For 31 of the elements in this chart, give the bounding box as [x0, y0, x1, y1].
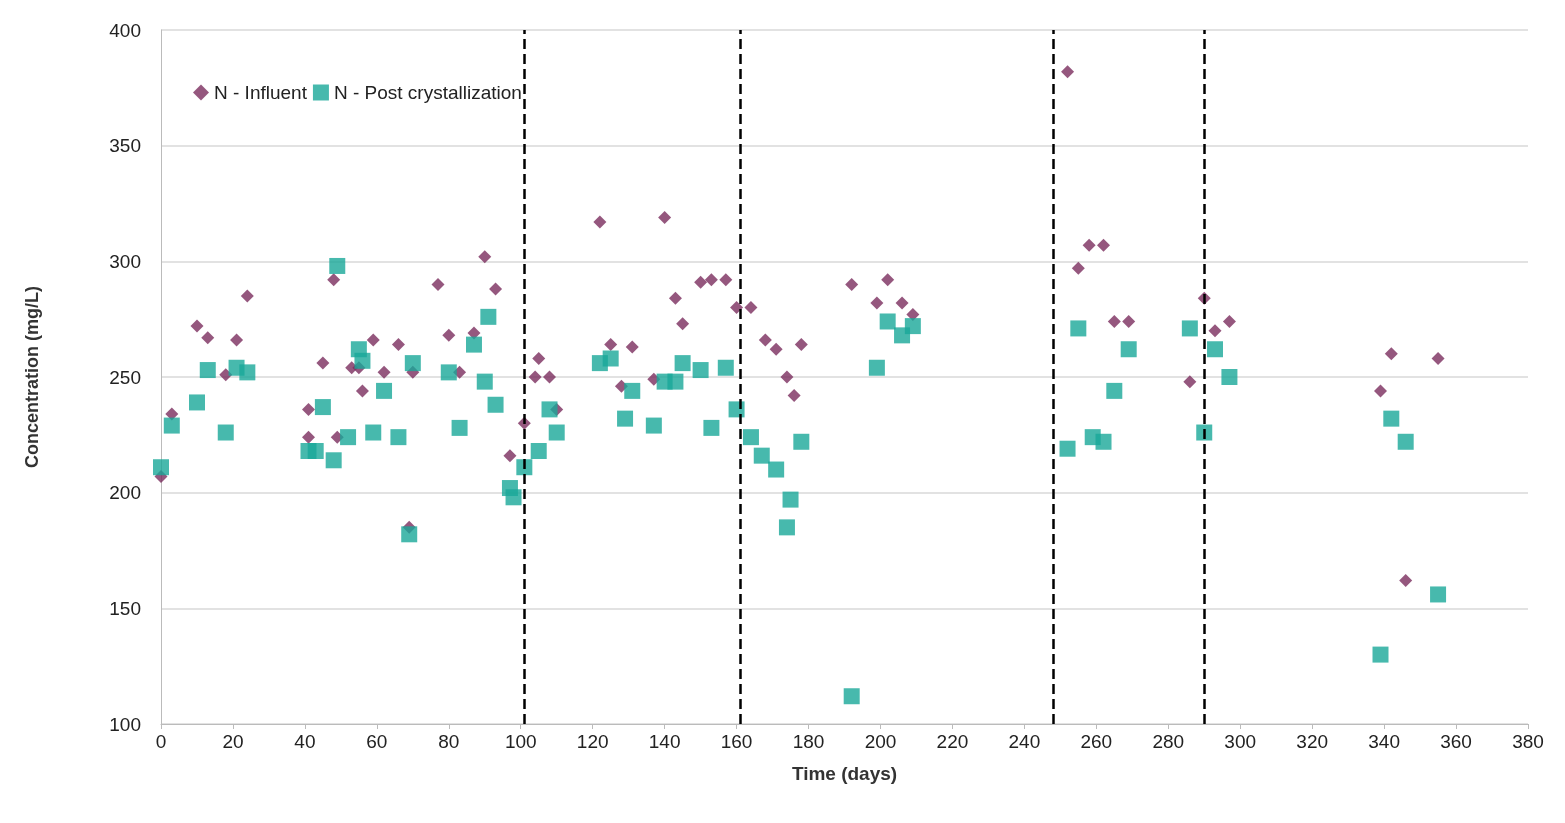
y-tick-label: 300 [109, 250, 141, 272]
x-tick-label: 260 [1080, 731, 1113, 752]
y-tick-label: 250 [109, 366, 141, 388]
x-tick-label: 20 [222, 731, 244, 752]
x-tick-label: 140 [648, 731, 681, 752]
x-tick-label: 0 [155, 731, 167, 752]
legend-label: N - Post crystallization [333, 82, 522, 103]
x-tick-label: 340 [1368, 731, 1400, 752]
x-tick-label: 180 [792, 731, 825, 752]
y-tick-label: 150 [109, 597, 141, 619]
x-tick-label: 100 [504, 731, 537, 752]
x-tick-label: 360 [1440, 731, 1472, 752]
x-tick-label: 300 [1224, 731, 1257, 752]
x-tick-label: 220 [936, 731, 969, 752]
y-tick-label: 350 [109, 135, 141, 157]
x-tick-label: 80 [438, 731, 460, 752]
x-tick-label: 40 [294, 731, 316, 752]
y-axis-title: Concentration (mg/L) [22, 286, 42, 468]
x-tick-label: 160 [720, 731, 753, 752]
y-tick-label: 100 [109, 713, 141, 735]
x-tick-label: 280 [1152, 731, 1185, 752]
x-tick-label: 120 [576, 731, 609, 752]
x-tick-label: 240 [1008, 731, 1041, 752]
x-tick-label: 380 [1512, 731, 1544, 752]
y-tick-label: 400 [109, 19, 141, 41]
x-tick-label: 60 [366, 731, 388, 752]
x-axis-title: Time (days) [791, 763, 898, 784]
x-tick-label: 320 [1296, 731, 1329, 752]
y-tick-label: 200 [109, 482, 141, 504]
x-tick-label: 200 [864, 731, 897, 752]
legend-label: N - Influent [214, 82, 308, 103]
